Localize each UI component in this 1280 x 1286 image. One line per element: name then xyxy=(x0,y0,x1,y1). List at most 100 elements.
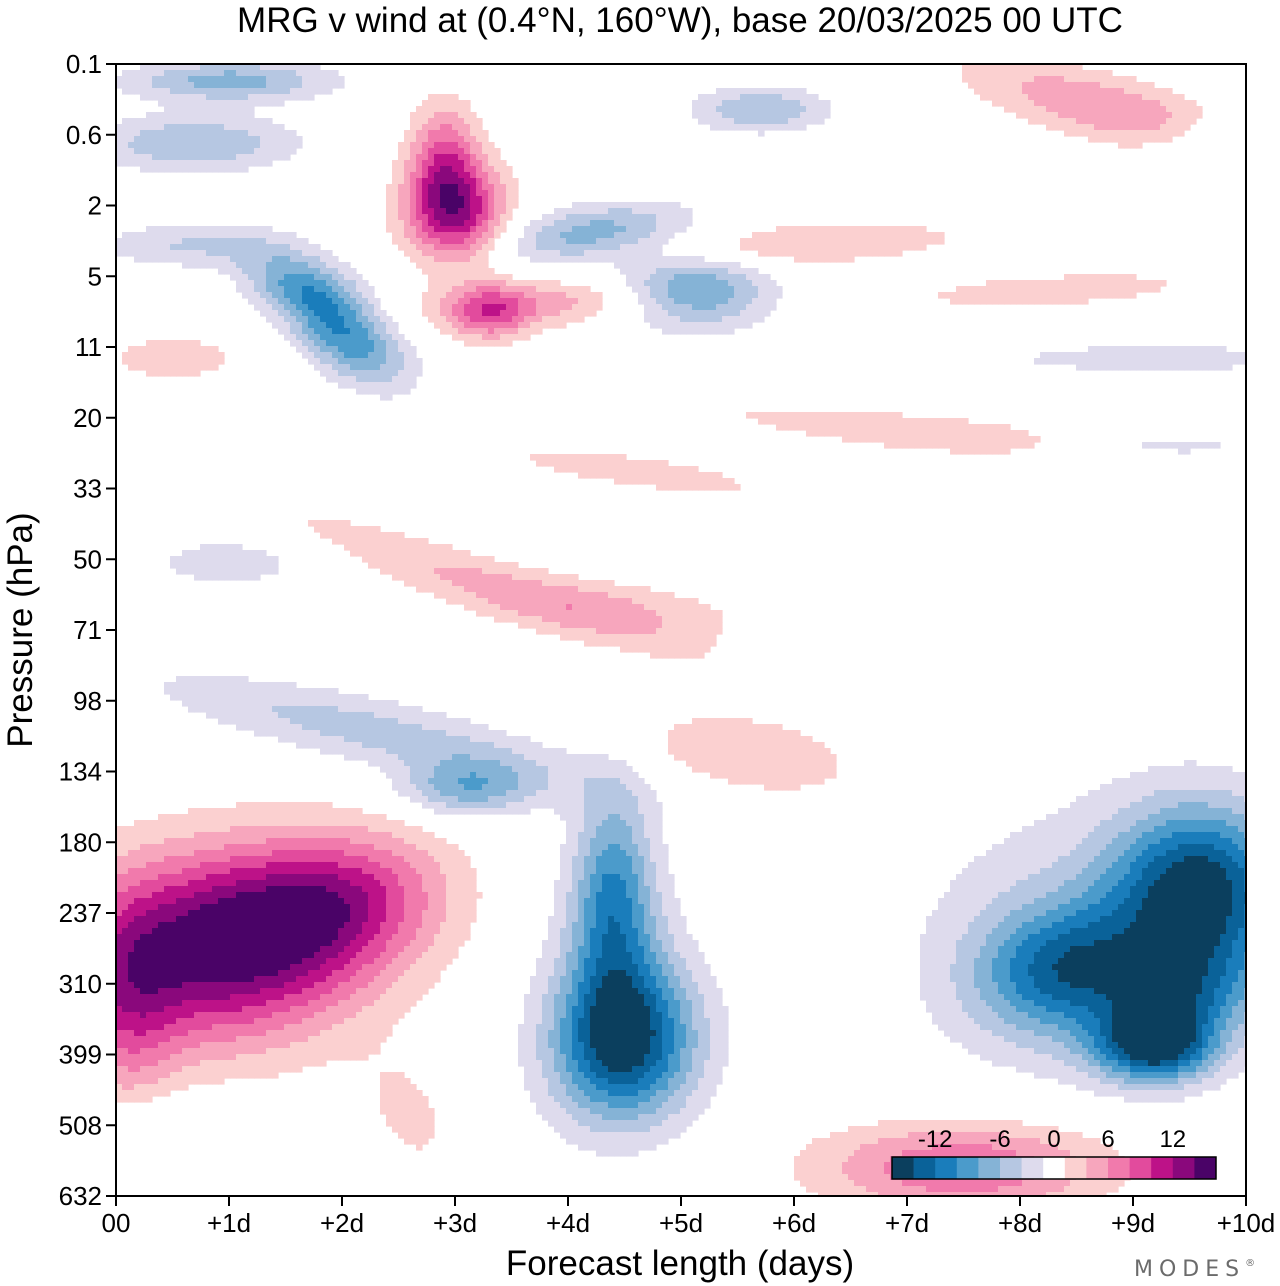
contour-cell xyxy=(530,238,537,245)
contour-cell xyxy=(620,256,627,263)
contour-cell xyxy=(626,232,633,239)
contour-cell xyxy=(170,682,177,689)
contour-cell xyxy=(158,250,165,257)
contour-cell xyxy=(554,220,561,227)
contour-cell xyxy=(320,328,327,335)
contour-cell xyxy=(158,148,165,155)
contour-cell xyxy=(284,706,291,713)
contour-cell xyxy=(392,382,399,389)
contour-cell xyxy=(224,262,231,269)
contour-cell xyxy=(644,628,651,635)
contour-cell xyxy=(746,106,753,113)
contour-cell xyxy=(146,82,153,89)
contour-cell xyxy=(452,100,459,107)
contour-cell xyxy=(776,118,783,125)
contour-cell xyxy=(206,256,213,263)
contour-cell xyxy=(944,436,951,443)
contour-cell xyxy=(1196,358,1203,365)
contour-cell xyxy=(362,280,369,287)
contour-cell xyxy=(722,274,729,281)
contour-cell xyxy=(608,634,615,641)
contour-cell xyxy=(302,316,309,323)
contour-cell xyxy=(206,94,213,101)
contour-cell xyxy=(650,214,657,221)
contour-cell xyxy=(446,232,453,239)
contour-cell xyxy=(1064,358,1071,365)
contour-cell xyxy=(176,76,183,83)
contour-cell xyxy=(458,100,465,107)
contour-cell xyxy=(332,706,339,713)
contour-cell xyxy=(236,676,243,683)
contour-cell xyxy=(488,220,495,227)
contour-cell xyxy=(476,214,483,221)
contour-cell xyxy=(692,322,699,329)
contour-cell xyxy=(266,682,273,689)
contour-cell xyxy=(488,310,495,317)
contour-cell xyxy=(128,352,135,359)
contour-cell xyxy=(1064,130,1071,137)
contour-cell xyxy=(356,700,363,707)
contour-cell xyxy=(404,160,411,167)
contour-cell xyxy=(146,166,153,173)
contour-cell xyxy=(542,616,549,623)
contour-cell xyxy=(248,274,255,281)
contour-cell xyxy=(350,328,357,335)
contour-cell xyxy=(284,154,291,161)
contour-cell xyxy=(734,118,741,125)
contour-cell xyxy=(158,232,165,239)
contour-cell xyxy=(722,292,729,299)
contour-cell xyxy=(236,694,243,701)
contour-cell xyxy=(560,454,567,461)
contour-cell xyxy=(1136,112,1143,119)
contour-cell xyxy=(320,520,327,527)
contour-cell xyxy=(428,214,435,221)
contour-cell xyxy=(902,244,909,251)
contour-cell xyxy=(878,244,885,251)
contour-cell xyxy=(692,274,699,281)
contour-cell xyxy=(782,106,789,113)
contour-cell xyxy=(230,154,237,161)
contour-cell xyxy=(680,616,687,623)
contour-cell xyxy=(194,82,201,89)
contour-cell xyxy=(674,328,681,335)
contour-cell xyxy=(1100,100,1107,107)
contour-cell xyxy=(368,526,375,533)
contour-cell xyxy=(704,286,711,293)
contour-cell xyxy=(212,550,219,557)
contour-cell xyxy=(230,70,237,77)
contour-cell xyxy=(374,316,381,323)
contour-cell xyxy=(380,352,387,359)
contour-cell xyxy=(248,262,255,269)
contour-cell xyxy=(746,748,753,755)
contour-cell xyxy=(122,130,129,137)
contour-cell xyxy=(452,124,459,131)
contour-cell xyxy=(578,286,585,293)
contour-cell xyxy=(332,70,339,77)
contour-cell xyxy=(332,730,339,737)
contour-cell xyxy=(512,190,519,197)
contour-cell xyxy=(884,250,891,257)
contour-cell xyxy=(440,292,447,299)
contour-cell xyxy=(662,622,669,629)
contour-cell xyxy=(1124,358,1131,365)
contour-cell xyxy=(1064,76,1071,83)
contour-cell xyxy=(680,310,687,317)
contour-cell xyxy=(242,694,249,701)
contour-cell xyxy=(602,214,609,221)
contour-cell xyxy=(470,244,477,251)
contour-cell xyxy=(446,292,453,299)
contour-cell xyxy=(746,286,753,293)
contour-cell xyxy=(128,148,135,155)
contour-cell xyxy=(428,190,435,197)
contour-cell xyxy=(464,316,471,323)
contour-cell xyxy=(416,178,423,185)
contour-cell xyxy=(500,166,507,173)
contour-cell xyxy=(1076,112,1083,119)
contour-cell xyxy=(806,244,813,251)
contour-cell xyxy=(506,316,513,323)
contour-cell xyxy=(1034,100,1041,107)
contour-cell xyxy=(146,64,153,71)
contour-cell xyxy=(1076,364,1083,371)
contour-cell xyxy=(440,268,447,275)
contour-cell xyxy=(608,616,615,623)
